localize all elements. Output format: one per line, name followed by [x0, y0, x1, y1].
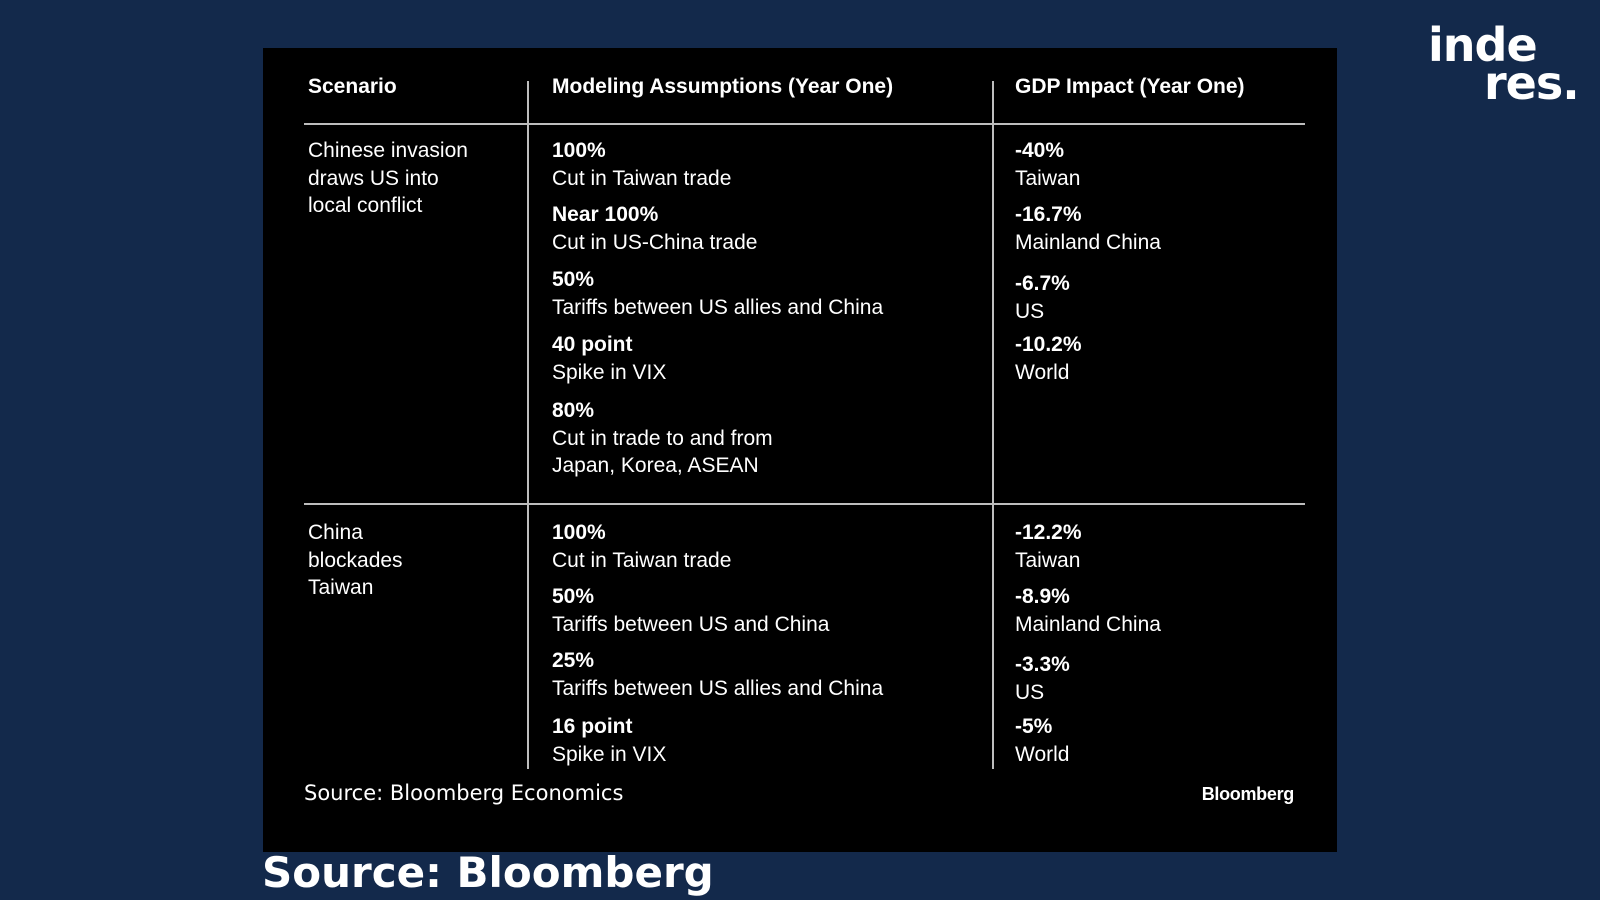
assumption-value: 25% [552, 649, 595, 672]
impact-region: Mainland China [1015, 230, 1161, 254]
source-caption: Source: Bloomberg [262, 848, 714, 897]
assumption-value: Near 100% [552, 203, 659, 226]
impact-item: -10.2% World [1015, 331, 1295, 386]
impact-value: -5% [1015, 715, 1053, 738]
impact-value: -12.2% [1015, 521, 1082, 544]
assumption-item: 100% Cut in Taiwan trade [552, 137, 982, 192]
assumption-desc: Tariffs between US allies and China [552, 676, 884, 700]
assumption-desc: Tariffs between US allies and China [552, 295, 884, 319]
indieres-logo: inde res. [1428, 18, 1580, 110]
header-rule [304, 123, 1305, 125]
impact-value: -10.2% [1015, 333, 1082, 356]
row-rule [304, 503, 1305, 505]
impact-value: -8.9% [1015, 585, 1070, 608]
impact-value: -6.7% [1015, 272, 1070, 295]
assumption-value: 80% [552, 399, 595, 422]
impact-item: -12.2% Taiwan [1015, 519, 1295, 574]
assumption-item: 40 point Spike in VIX [552, 331, 982, 386]
column-divider [992, 81, 994, 769]
assumption-item: 25% Tariffs between US allies and China [552, 647, 982, 702]
assumption-desc: Cut in Taiwan trade [552, 166, 732, 190]
impact-item: -40% Taiwan [1015, 137, 1295, 192]
logo-line-2: res. [1484, 56, 1580, 110]
assumption-item: 80% Cut in trade to and from Japan, Kore… [552, 397, 982, 480]
assumption-desc: Spike in VIX [552, 742, 667, 766]
assumption-desc: Cut in trade to and from Japan, Korea, A… [552, 426, 773, 478]
assumption-desc: Cut in Taiwan trade [552, 548, 732, 572]
assumption-value: 50% [552, 585, 595, 608]
impact-region: Taiwan [1015, 166, 1081, 190]
column-divider [527, 81, 529, 769]
impact-region: US [1015, 680, 1045, 704]
assumption-value: 50% [552, 268, 595, 291]
impact-region: World [1015, 742, 1070, 766]
header-gdp-impact: GDP Impact (Year One) [1015, 75, 1245, 98]
impact-value: -3.3% [1015, 653, 1070, 676]
assumption-item: 100% Cut in Taiwan trade [552, 519, 982, 574]
assumption-item: Near 100% Cut in US-China trade [552, 201, 982, 256]
impact-item: -16.7% Mainland China [1015, 201, 1295, 256]
assumption-desc: Tariffs between US and China [552, 612, 830, 636]
impact-region: US [1015, 299, 1045, 323]
impact-region: World [1015, 360, 1070, 384]
scenario-label: Chinese invasion draws US into local con… [308, 139, 468, 217]
assumption-desc: Spike in VIX [552, 360, 667, 384]
impact-item: -6.7% US [1015, 270, 1295, 325]
assumption-value: 16 point [552, 715, 633, 738]
assumption-item: 50% Tariffs between US allies and China [552, 266, 982, 321]
impact-item: -5% World [1015, 713, 1295, 768]
impact-value: -16.7% [1015, 203, 1082, 226]
impact-region: Taiwan [1015, 548, 1081, 572]
assumption-item: 50% Tariffs between US and China [552, 583, 982, 638]
assumption-value: 100% [552, 139, 606, 162]
assumption-desc: Cut in US-China trade [552, 230, 758, 254]
source-note: Source: Bloomberg Economics [304, 781, 624, 805]
scenario-label: China blockades Taiwan [308, 521, 403, 599]
impact-item: -3.3% US [1015, 651, 1295, 706]
assumption-value: 100% [552, 521, 606, 544]
impact-value: -40% [1015, 139, 1065, 162]
impact-item: -8.9% Mainland China [1015, 583, 1295, 638]
logo-line-1: inde [1428, 18, 1538, 72]
assumption-item: 16 point Spike in VIX [552, 713, 982, 768]
header-assumptions: Modeling Assumptions (Year One) [552, 75, 894, 98]
scenario-table-image: Scenario Modeling Assumptions (Year One)… [263, 48, 1337, 852]
header-scenario: Scenario [308, 75, 397, 98]
assumption-value: 40 point [552, 333, 633, 356]
impact-region: Mainland China [1015, 612, 1161, 636]
bloomberg-wordmark: Bloomberg [1201, 784, 1295, 804]
